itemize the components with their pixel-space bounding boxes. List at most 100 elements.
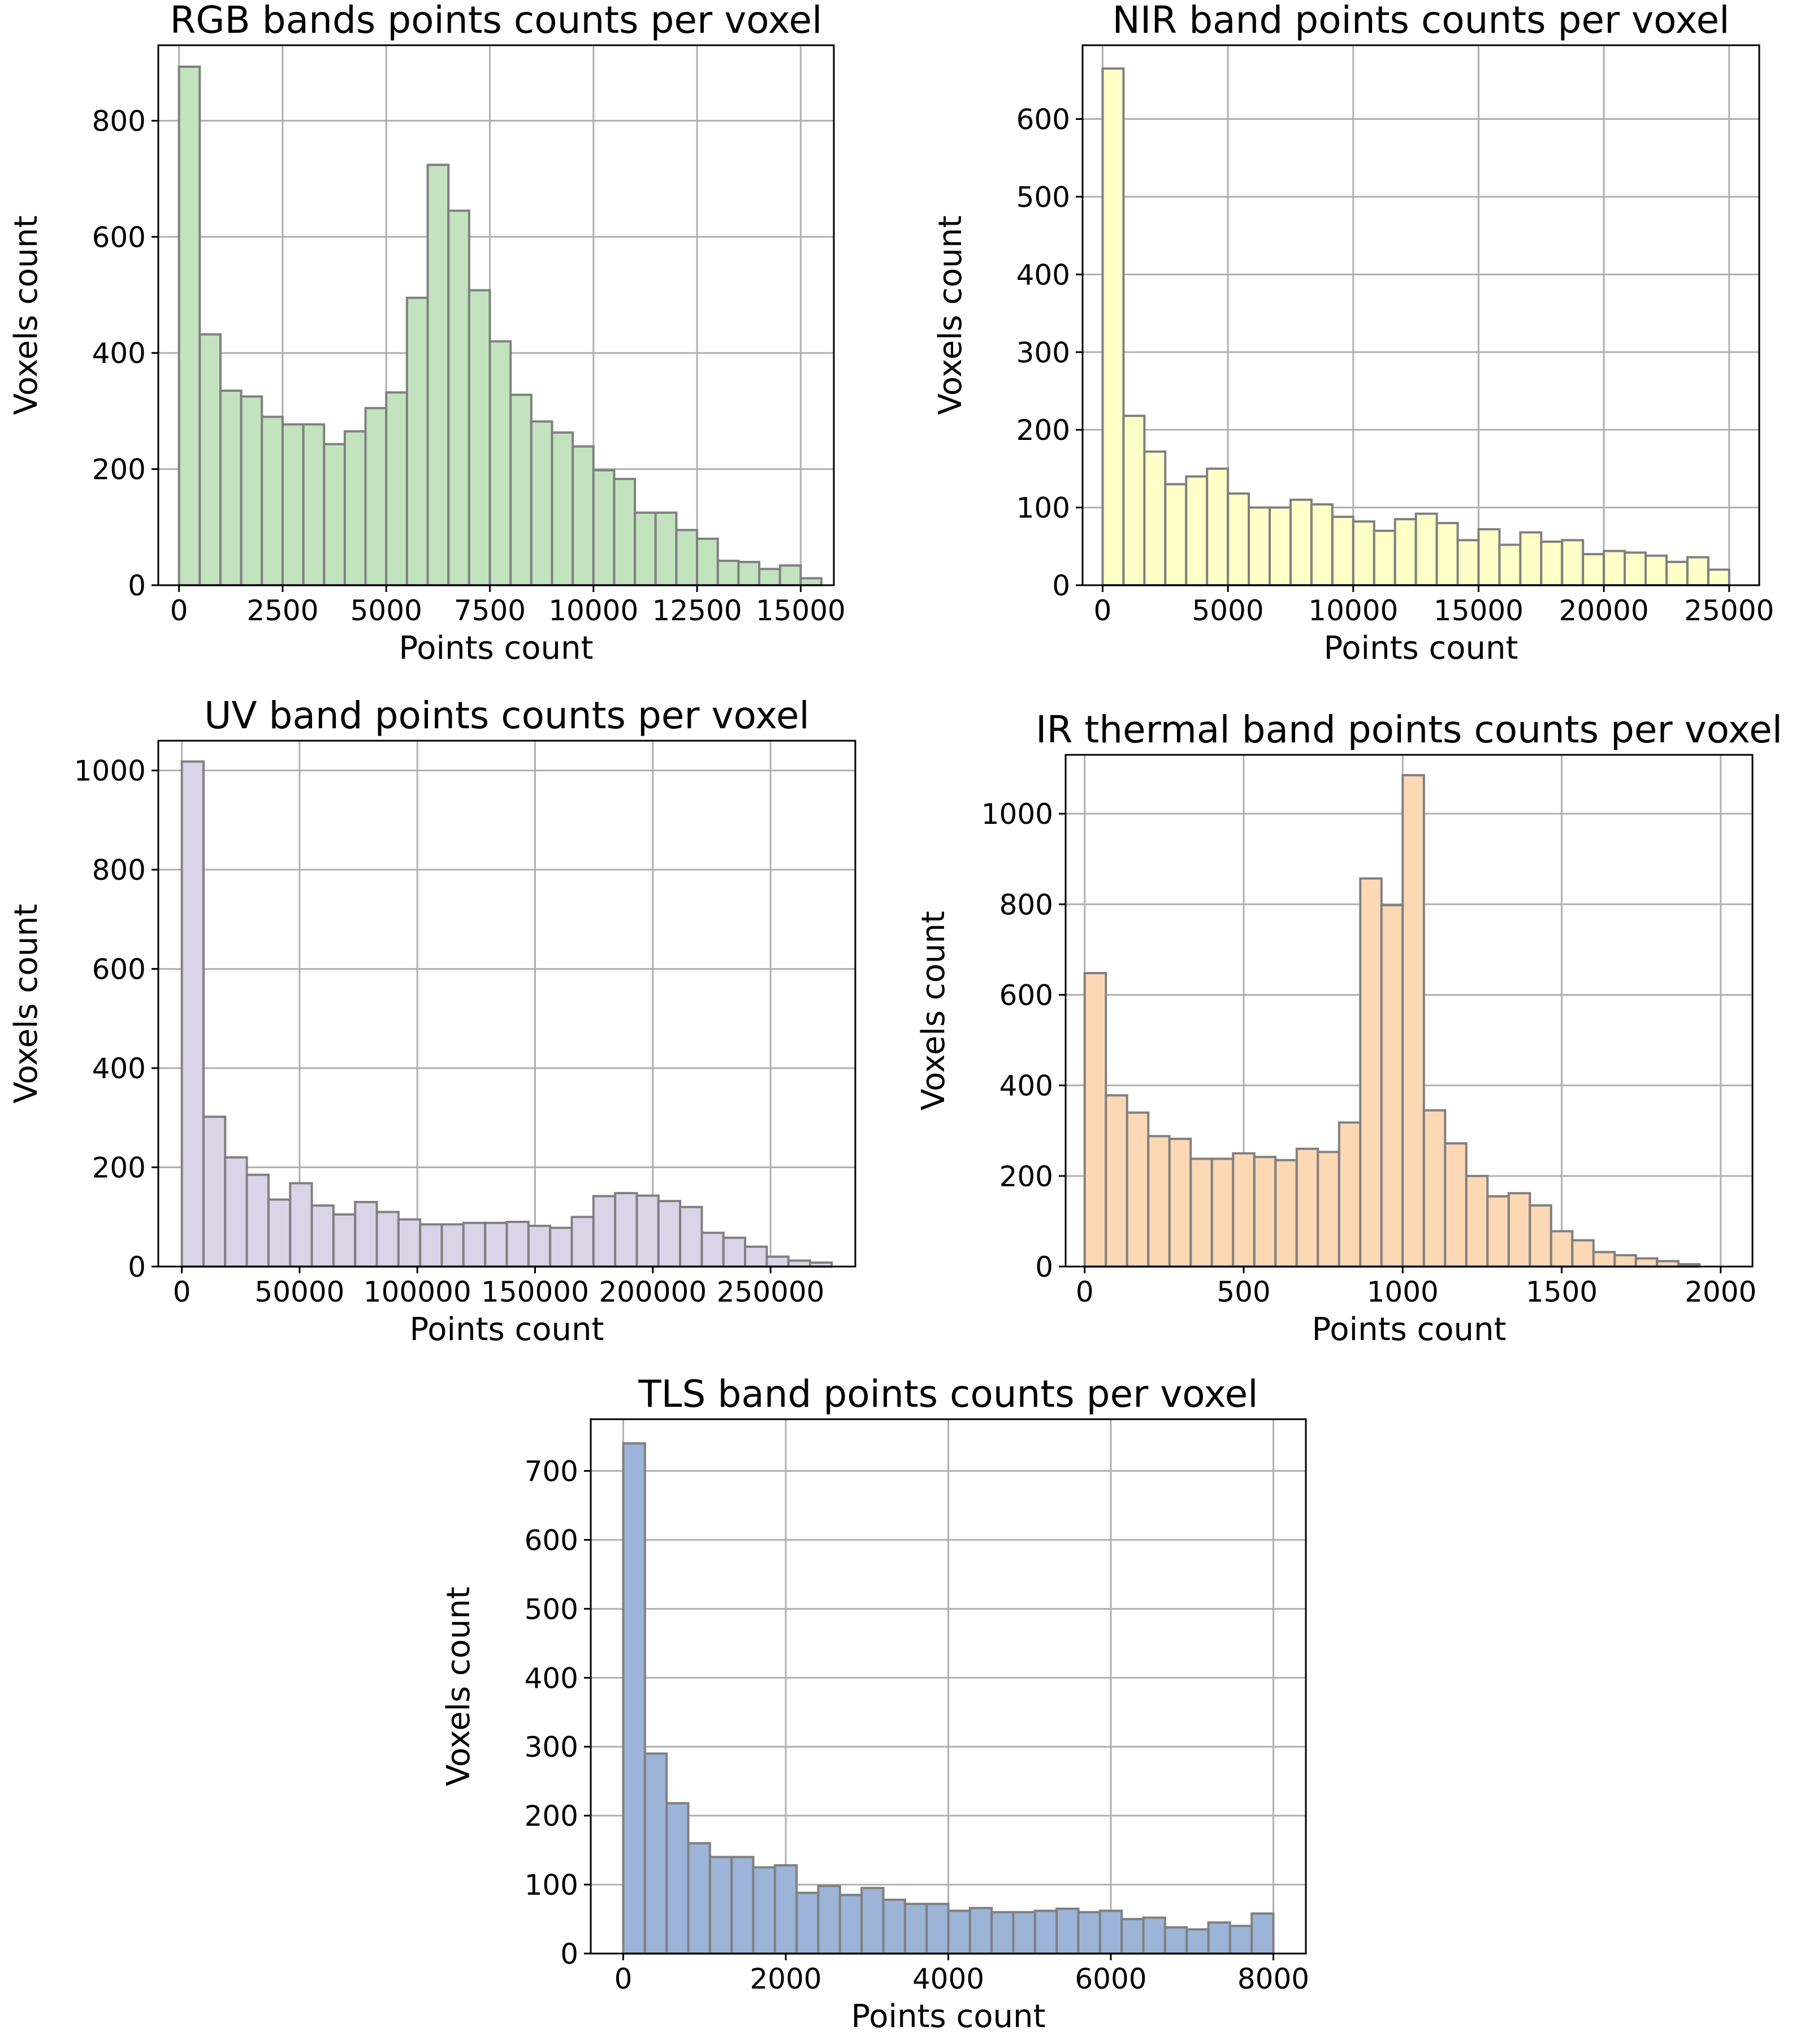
histogram-bar	[1189, 1157, 1213, 1268]
axes-frame	[1081, 44, 1760, 586]
x-tick-label: 2000	[750, 1963, 821, 1995]
histogram-bar	[419, 1223, 443, 1268]
histogram-bar	[903, 1903, 928, 1955]
y-tick-label: 600	[92, 953, 146, 986]
histogram-bar	[1228, 1925, 1253, 1955]
histogram-bar	[1083, 972, 1107, 1268]
x-tick-label: 25000	[1684, 594, 1774, 627]
histogram-bar	[527, 1225, 552, 1268]
histogram-bar	[267, 1198, 292, 1268]
histogram-bar	[1164, 483, 1188, 586]
histogram-bar	[1359, 877, 1383, 1268]
histogram-bar	[1185, 1928, 1210, 1955]
histogram-bar	[860, 1887, 885, 1955]
histogram-bar	[622, 1442, 646, 1955]
histogram-bar	[1207, 1921, 1231, 1955]
histogram-bar	[1507, 1192, 1531, 1268]
axes-frame	[157, 740, 856, 1268]
histogram-bar	[1077, 1911, 1101, 1955]
histogram-bar	[1634, 1257, 1659, 1268]
histogram-bar	[947, 1909, 971, 1955]
y-tick-label: 200	[1016, 414, 1070, 447]
histogram-bar	[643, 1752, 668, 1955]
histogram-bar	[795, 1891, 820, 1955]
y-tick-label: 500	[1016, 181, 1070, 214]
histogram-bar	[289, 1182, 313, 1268]
y-axis-label: Voxels count	[8, 904, 45, 1104]
y-tick-label: 1000	[981, 798, 1053, 831]
histogram-bar	[1012, 1911, 1036, 1955]
x-tick-label: 8000	[1237, 1963, 1309, 1995]
y-tick-label: 200	[525, 1800, 578, 1833]
y-tick-label: 600	[1016, 103, 1070, 136]
histogram-bar	[310, 1204, 335, 1268]
x-tick-label: 100000	[363, 1276, 471, 1308]
histogram-bar	[1210, 1157, 1235, 1268]
histogram-bar	[1603, 550, 1626, 586]
histogram-bar	[1250, 1912, 1275, 1955]
y-tick-label: 200	[999, 1160, 1053, 1193]
chart-title: IR thermal band points counts per voxel	[1036, 708, 1782, 751]
histogram-bar	[1540, 541, 1564, 586]
x-axis-label: Points count	[1323, 630, 1518, 667]
x-tick-label: 500	[1217, 1276, 1270, 1308]
histogram-bar	[440, 1223, 465, 1268]
histogram-bar	[1098, 1909, 1123, 1955]
histogram-bar	[1550, 1230, 1574, 1268]
histogram-bar	[1105, 1094, 1128, 1268]
histogram-bar	[730, 1856, 755, 1955]
histogram-bar	[549, 1226, 573, 1268]
y-tick-label: 300	[525, 1731, 578, 1764]
histogram-bar	[665, 1802, 690, 1955]
x-tick-label: 6000	[1075, 1963, 1146, 1995]
rgb-histogram: 0 2500 5000 7500 10000 12500 15000 0 200 400 600 80…	[8, 0, 846, 667]
x-tick-label: 10000	[548, 594, 638, 627]
histogram-bar	[778, 564, 802, 586]
histogram-bar	[447, 209, 470, 586]
histogram-bar	[509, 394, 533, 586]
histogram-bar	[1498, 543, 1522, 586]
histogram-bar	[1143, 450, 1167, 586]
histogram-bar	[687, 1842, 711, 1955]
x-tick-label: 15000	[1434, 594, 1524, 627]
histogram-bar	[679, 1205, 703, 1268]
histogram-bar	[1414, 512, 1438, 587]
histogram-bar	[1435, 522, 1459, 587]
x-tick-label: 15000	[756, 594, 846, 627]
histogram-bar	[882, 1898, 906, 1955]
histogram-bar	[722, 1237, 747, 1268]
histogram-bar	[1519, 531, 1543, 587]
histogram-bar	[700, 1231, 725, 1268]
histogram-bar	[1227, 492, 1250, 587]
histogram-bar	[397, 1218, 422, 1268]
histogram-bar	[1295, 1147, 1319, 1268]
uv-histogram: 0 50000 100000 150000 200000 250000 0 200 400 600…	[8, 694, 856, 1348]
y-tick-label: 200	[92, 453, 146, 486]
y-axis-label: Voxels count	[932, 215, 969, 415]
histogram-bar	[765, 1255, 790, 1268]
y-tick-label: 600	[999, 979, 1053, 1012]
chart-title: TLS band points counts per voxel	[638, 1372, 1258, 1416]
histogram-bar	[968, 1907, 993, 1955]
y-axis-label: Voxels count	[440, 1587, 477, 1786]
y-tick-label: 100	[1016, 492, 1070, 525]
histogram-bar	[375, 1211, 400, 1268]
y-tick-label: 600	[92, 221, 146, 254]
x-tick-label: 10000	[1308, 594, 1398, 627]
histogram-bar	[1422, 1109, 1447, 1268]
histogram-bar	[245, 1173, 270, 1268]
histogram-bar	[1352, 520, 1375, 586]
histogram-bar	[592, 469, 616, 587]
y-tick-label: 400	[1016, 258, 1070, 291]
histogram-bar	[1561, 539, 1585, 587]
histogram-bar	[696, 537, 719, 587]
chart-title: RGB bands points counts per voxel	[170, 0, 823, 42]
histogram-bar	[488, 340, 512, 586]
histogram-bar	[202, 1116, 227, 1268]
x-tick-label: 0	[1076, 1276, 1094, 1308]
x-tick-label: 2000	[1685, 1276, 1756, 1308]
chart-title: UV band points counts per voxel	[204, 694, 810, 737]
histogram-bar	[343, 430, 367, 586]
histogram-bar	[1444, 1142, 1468, 1268]
y-tick-label: 0	[128, 1251, 146, 1284]
